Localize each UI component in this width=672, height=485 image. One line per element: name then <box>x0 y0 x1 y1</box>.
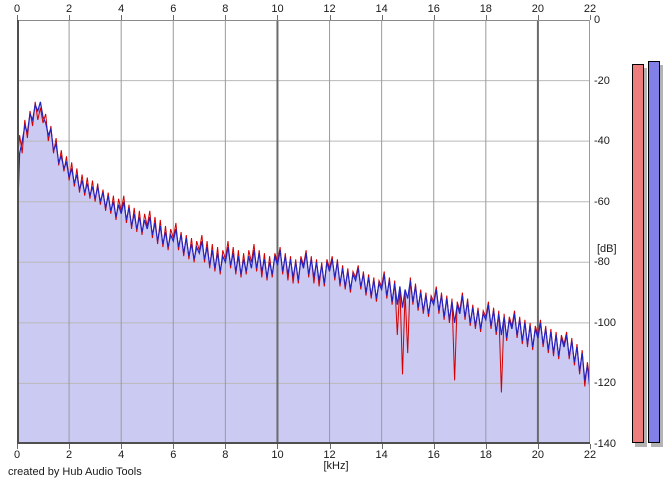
y-axis-tick-label: -20 <box>594 74 610 87</box>
x-axis-tick-label-bottom: 22 <box>583 449 597 461</box>
credit-text: created by Hub Audio Tools <box>8 466 142 478</box>
x-axis-tick-mark-top <box>537 15 539 20</box>
y-axis-tick-label: -120 <box>594 377 617 390</box>
y-axis-tick-label: -100 <box>594 316 617 329</box>
x-axis-tick-mark-top <box>17 15 18 20</box>
x-axis-unit-label: [kHz] <box>323 460 349 472</box>
x-axis-tick-mark-bottom <box>277 444 279 449</box>
x-axis-tick-label-bottom: 14 <box>375 449 388 461</box>
x-axis-tick-mark-top <box>173 15 175 20</box>
x-axis-tick-mark-top <box>485 15 487 20</box>
x-axis-tick-label-bottom: 20 <box>531 449 545 461</box>
x-axis-tick-mark-top <box>329 15 331 20</box>
x-axis-tick-mark-bottom <box>121 444 123 449</box>
x-axis-tick-mark-bottom <box>225 444 227 449</box>
x-axis-tick-label-top: 12 <box>323 3 336 15</box>
x-axis-tick-label-top: 22 <box>583 3 597 15</box>
x-axis-tick-mark-top <box>121 15 123 20</box>
blue-spectrum-fill <box>17 101 590 444</box>
plot-area <box>17 20 590 444</box>
x-axis-tick-label-bottom: 4 <box>118 449 125 461</box>
y-axis-tick-label: 0 <box>594 14 601 26</box>
x-axis-tick-mark-bottom <box>17 444 18 449</box>
x-axis-tick-mark-top <box>225 15 227 20</box>
x-axis-tick-label-top: 10 <box>271 3 284 15</box>
y-axis-tick-label: -80 <box>594 256 610 269</box>
x-axis-tick-label-bottom: 18 <box>479 449 492 461</box>
x-axis-tick-label-top: 6 <box>170 3 177 15</box>
x-axis-tick-label-bottom: 16 <box>427 449 440 461</box>
x-axis-tick-label-top: 20 <box>531 3 545 15</box>
x-axis-tick-label-bottom: 8 <box>222 449 229 461</box>
x-axis-tick-mark-top <box>590 15 591 20</box>
x-axis-tick-mark-top <box>277 15 279 20</box>
x-axis-tick-label-bottom: 10 <box>271 449 284 461</box>
x-axis-tick-mark-bottom <box>537 444 539 449</box>
x-axis-tick-mark-bottom <box>485 444 487 449</box>
y-axis-unit-label: [dB] <box>597 243 617 255</box>
y-axis-tick-label: -60 <box>594 195 610 208</box>
x-axis-tick-mark-bottom <box>433 444 435 449</box>
x-axis-tick-label-bottom: 6 <box>170 449 177 461</box>
x-axis-tick-label-top: 8 <box>222 3 229 15</box>
x-axis-tick-mark-bottom <box>590 444 591 449</box>
x-axis-tick-mark-bottom <box>329 444 331 449</box>
x-axis-tick-mark-bottom <box>381 444 383 449</box>
x-axis-tick-mark-bottom <box>173 444 175 449</box>
spectrum-chart <box>17 20 590 444</box>
y-axis-tick-label: -140 <box>594 438 617 450</box>
x-axis-tick-mark-top <box>69 15 71 20</box>
x-axis-tick-label-top: 2 <box>66 3 73 15</box>
x-axis-tick-mark-top <box>433 15 435 20</box>
x-axis-tick-label-top: 14 <box>375 3 388 15</box>
x-axis-tick-label-top: 4 <box>118 3 125 15</box>
x-axis-tick-label-top: 18 <box>479 3 492 15</box>
red-level-meter <box>632 64 644 443</box>
x-axis-tick-label-top: 0 <box>13 3 21 15</box>
blue-spectrum-trace <box>17 101 590 390</box>
blue-level-meter <box>648 61 660 443</box>
x-axis-tick-label-top: 16 <box>427 3 440 15</box>
x-axis-tick-label-bottom: 0 <box>13 449 21 461</box>
x-axis-tick-label-bottom: 2 <box>66 449 73 461</box>
x-axis-tick-label-bottom: 12 <box>323 449 336 461</box>
x-axis-tick-mark-bottom <box>69 444 71 449</box>
x-axis-tick-mark-top <box>381 15 383 20</box>
y-axis-tick-label: -40 <box>594 135 610 148</box>
